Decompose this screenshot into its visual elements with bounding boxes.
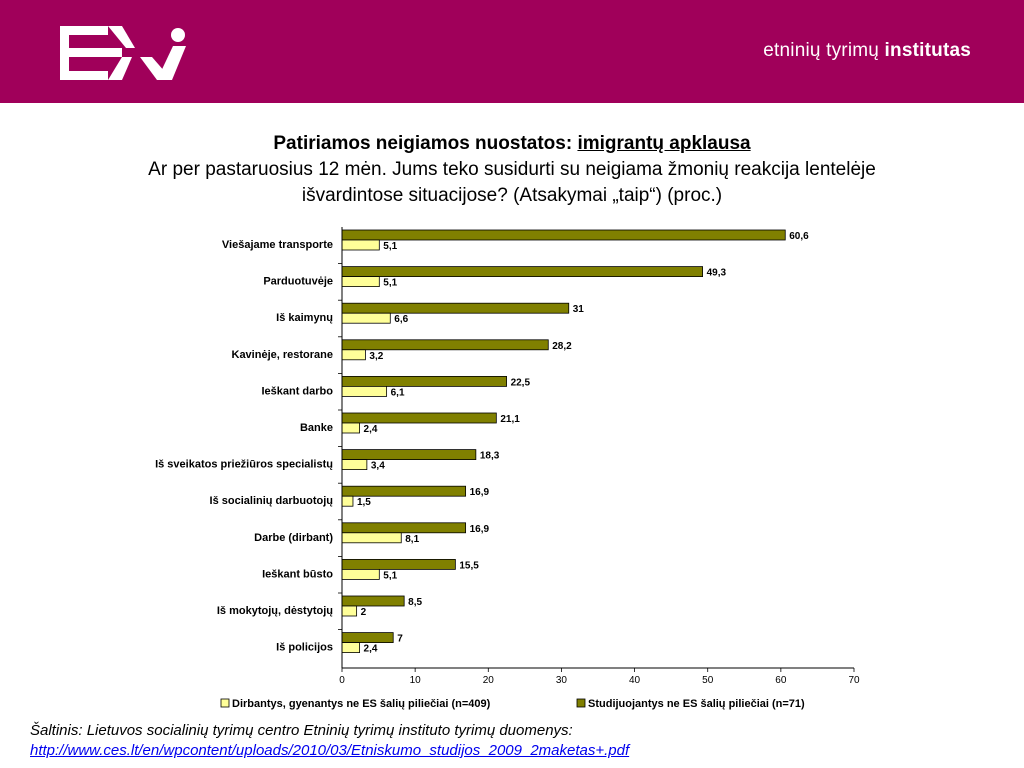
bar-working	[341, 422, 360, 434]
source-link[interactable]: http://www.ces.lt/en/wpcontent/uploads/2…	[30, 742, 630, 759]
bar-working	[341, 532, 402, 544]
x-tick-label: 60	[775, 675, 787, 686]
data-label-working: 5,1	[383, 570, 397, 581]
category-label: Iš sveikatos priežiūros specialistų	[155, 459, 333, 471]
category-label: Iš kaimynų	[276, 312, 333, 324]
legend-swatch	[576, 698, 586, 708]
bar-studying	[341, 229, 786, 241]
data-label-studying: 49,3	[707, 268, 727, 279]
category-label: Iš socialinių darbuotojų	[210, 495, 333, 507]
data-label-working: 8,1	[405, 534, 419, 545]
title-prefix: Patiriamos neigiamos nuostatos:	[273, 133, 573, 154]
source-note: Šaltinis: Lietuvos socialinių tyrimų cen…	[30, 721, 629, 761]
data-label-studying: 8,5	[408, 597, 422, 608]
bar-working	[341, 276, 380, 287]
bar-working	[341, 349, 366, 361]
source-text: Šaltinis: Lietuvos socialinių tyrimų cen…	[30, 722, 573, 739]
bar-studying	[341, 558, 456, 570]
data-label-studying: 18,3	[480, 451, 500, 462]
header-banner: etninių tyrimų institutas	[0, 0, 1024, 103]
data-label-working: 1,5	[357, 497, 371, 508]
x-tick-label: 70	[848, 675, 860, 686]
slide-title: Patiriamos neigiamos nuostatos: imigrant…	[0, 131, 1024, 209]
category-label: Darbe (dirbant)	[254, 532, 333, 544]
data-label-working: 6,1	[391, 387, 405, 398]
data-label-studying: 28,2	[552, 341, 572, 352]
data-label-studying: 60,6	[789, 231, 809, 242]
title-survey-link[interactable]: imigrantų apklausa	[577, 133, 751, 154]
x-tick-label: 0	[339, 675, 345, 686]
category-label: Parduotuvėje	[263, 276, 333, 288]
brand-name: etninių tyrimų institutas	[763, 40, 971, 61]
bar-studying	[341, 449, 477, 461]
data-label-studying: 31	[573, 304, 585, 315]
data-label-working: 3,2	[369, 351, 383, 362]
ev-logo-icon	[60, 26, 186, 80]
legend-label: Dirbantys, gyenantys ne ES šalių pilieči…	[232, 698, 491, 710]
data-label-working: 6,6	[394, 314, 408, 325]
category-label: Viešajame transporte	[222, 239, 333, 251]
x-tick-label: 10	[410, 675, 422, 686]
category-label: Kavinėje, restorane	[232, 349, 334, 361]
data-label-working: 2,4	[364, 644, 378, 655]
title-question-line2: išvardintose situacijose? (Atsakymai „ta…	[301, 185, 723, 206]
data-label-studying: 21,1	[500, 414, 520, 425]
bar-studying	[341, 375, 507, 387]
bar-studying	[341, 522, 467, 534]
legend-swatch	[220, 698, 230, 708]
bar-studying	[341, 302, 570, 314]
bar-working	[341, 642, 360, 654]
data-label-working: 2,4	[364, 424, 378, 435]
bar-studying	[341, 595, 405, 607]
data-label-working: 5,1	[383, 241, 397, 252]
title-question-line1: Ar per pastaruosius 12 mėn. Jums teko su…	[148, 159, 876, 180]
legend-label: Studijuojantys ne ES šalių piliečiai (n=…	[588, 698, 805, 710]
data-label-studying: 16,9	[470, 524, 490, 535]
bar-studying	[341, 485, 467, 497]
data-label-studying: 15,5	[459, 560, 479, 571]
bar-working	[341, 495, 354, 507]
bar-chart: Viešajame transporte 60,6 5,1 Parduotuvėje 4…	[155, 227, 860, 710]
data-label-studying: 16,9	[470, 487, 490, 498]
data-label-studying: 7	[397, 634, 403, 645]
bar-working	[341, 605, 358, 617]
bar-working	[341, 385, 388, 397]
x-tick-label: 50	[702, 675, 714, 686]
category-label: Ieškant būsto	[262, 568, 333, 580]
bar-working	[341, 312, 391, 324]
x-tick-label: 20	[483, 675, 495, 686]
x-tick-label: 40	[629, 675, 641, 686]
category-label: Iš policijos	[276, 642, 333, 654]
data-label-studying: 22,5	[511, 377, 531, 388]
category-label: Ieškant darbo	[261, 385, 333, 397]
bar-studying	[341, 412, 497, 424]
category-label: Banke	[300, 422, 333, 434]
bar-studying	[341, 632, 394, 644]
bar-studying	[341, 339, 549, 351]
bar-working	[341, 568, 380, 580]
bar-working	[341, 459, 368, 471]
bar-working	[341, 239, 380, 251]
data-label-working: 2	[361, 607, 367, 618]
category-label: Iš mokytojų, dėstytojų	[217, 605, 333, 617]
x-tick-label: 30	[556, 675, 568, 686]
bar-studying	[341, 266, 703, 277]
data-label-working: 3,4	[371, 461, 385, 472]
data-label-working: 5,1	[383, 278, 397, 289]
